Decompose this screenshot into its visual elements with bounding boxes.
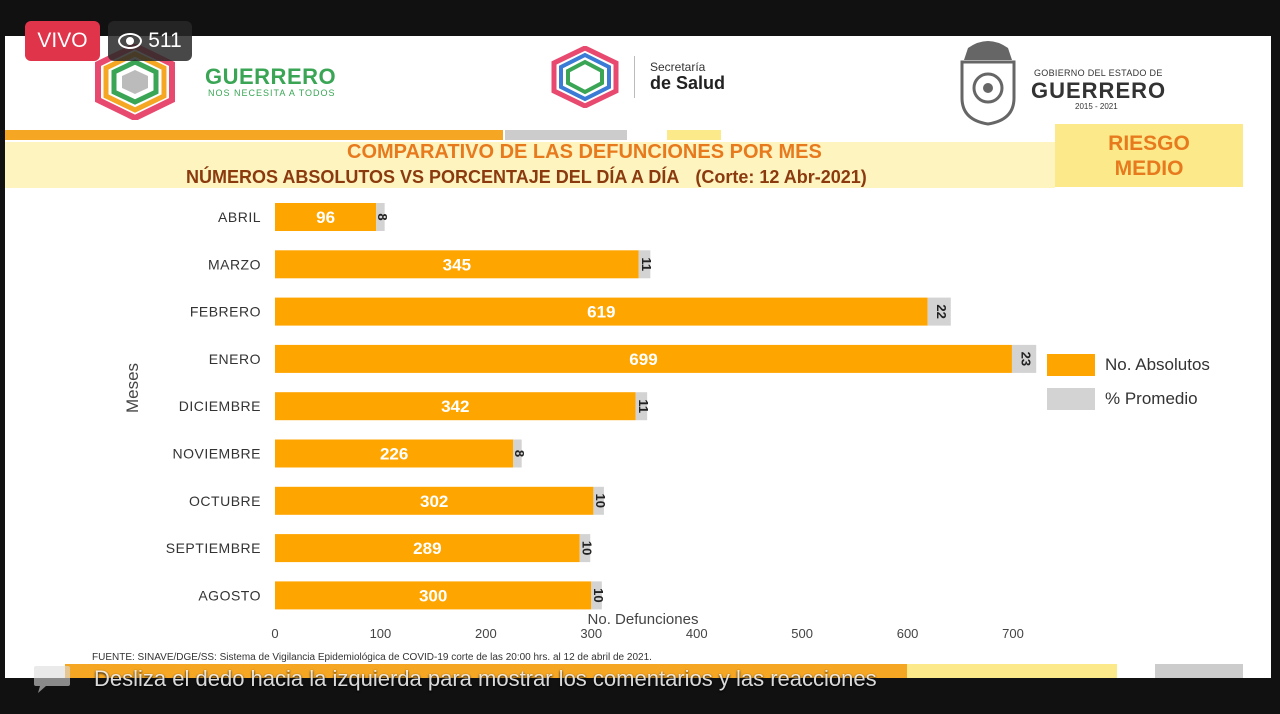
data-label-absolutos-abril: 96: [316, 208, 335, 227]
salud-divider: [634, 56, 635, 98]
bar-absolutos-marzo: [275, 250, 639, 279]
category-label-abril: ABRIL: [218, 209, 261, 225]
live-badge: VIVO: [25, 21, 100, 61]
title-band: [5, 142, 1055, 188]
bar-absolutos-agosto: [275, 581, 592, 610]
data-label-promedio-septiembre: 10: [580, 541, 595, 555]
eye-icon: [118, 33, 143, 49]
chart-subtitle-main: NÚMEROS ABSOLUTOS VS PORCENTAJE DEL DÍA …: [186, 167, 680, 187]
data-label-absolutos-octubre: 302: [420, 492, 448, 511]
risk-line2: MEDIO: [1114, 156, 1184, 180]
category-label-enero: ENERO: [209, 351, 261, 367]
chart-legend: No. Absolutos % Promedio: [1047, 354, 1210, 422]
x-axis-label: No. Defunciones: [588, 611, 699, 628]
y-axis-label: Meses: [123, 363, 142, 413]
secretaria-line2: de Salud: [650, 73, 726, 93]
x-tick-label-200: 200: [475, 626, 497, 641]
data-label-absolutos-marzo: 345: [443, 255, 471, 274]
data-label-promedio-agosto: 10: [591, 588, 606, 602]
bar-absolutos-febrero: [275, 297, 928, 326]
bar-absolutos-septiembre: [275, 534, 580, 563]
comment-hint: Desliza el dedo hacia la izquierda para …: [94, 666, 877, 691]
data-label-promedio-diciembre: 11: [636, 399, 651, 413]
bar-absolutos-diciembre: [275, 392, 636, 421]
category-label-septiembre: SEPTIEMBRE: [166, 540, 261, 556]
risk-line1: RIESGO: [1108, 131, 1190, 155]
data-label-promedio-marzo: 11: [639, 257, 654, 271]
legend-item-absolutos: No. Absolutos: [1047, 354, 1210, 376]
legend-swatch-absolutos: [1047, 354, 1095, 376]
bar-absolutos-abril: [275, 203, 377, 231]
footer-stripe-yellow: [907, 664, 1117, 678]
data-label-promedio-enero: 23: [1019, 352, 1034, 366]
guerrero-logo-text: GUERRERO: [205, 64, 337, 89]
risk-badge: RIESGO MEDIO: [1055, 124, 1243, 187]
data-label-promedio-febrero: 22: [934, 304, 949, 318]
footer-stripe-grey: [1155, 664, 1243, 678]
footer-stripe-orange: [65, 664, 907, 678]
data-label-absolutos-septiembre: 289: [413, 539, 441, 558]
chart-subtitle-note: (Corte: 12 Abr-2021): [695, 167, 867, 187]
category-label-diciembre: DICIEMBRE: [179, 398, 261, 414]
category-label-marzo: MARZO: [208, 256, 261, 272]
x-tick-label-400: 400: [686, 626, 708, 641]
viewer-count: 511: [148, 29, 182, 52]
viewer-count-badge: 511: [108, 21, 192, 61]
bar-promedio-diciembre: [635, 392, 648, 421]
x-tick-label-500: 500: [791, 626, 813, 641]
stream-bottom-bar: [0, 678, 1280, 714]
secretaria-line1: Secretaría: [650, 60, 706, 74]
chart-title: COMPARATIVO DE LAS DEFUNCIONES POR MES: [347, 141, 822, 163]
bar-promedio-octubre: [593, 486, 604, 515]
gobierno-years: 2015 - 2021: [1075, 102, 1118, 111]
guerrero-logo-icon: [95, 44, 175, 120]
legend-item-promedio: % Promedio: [1047, 388, 1210, 410]
bar-promedio-abril: [376, 203, 385, 231]
x-tick-label-600: 600: [897, 626, 919, 641]
header-stripe-yellow: [667, 130, 721, 140]
gobierno-line1: GOBIERNO DEL ESTADO DE: [1034, 68, 1163, 78]
header-stripe-grey: [505, 130, 627, 140]
legend-label-absolutos: No. Absolutos: [1105, 355, 1210, 374]
bar-promedio-noviembre: [513, 439, 522, 468]
chart-subtitle: NÚMEROS ABSOLUTOS VS PORCENTAJE DEL DÍA …: [186, 167, 867, 188]
stream-top-bar: [0, 0, 1280, 36]
x-tick-label-0: 0: [271, 626, 278, 641]
data-label-absolutos-febrero: 619: [587, 303, 615, 322]
bar-promedio-septiembre: [579, 534, 591, 563]
category-label-febrero: FEBRERO: [190, 304, 261, 320]
bar-promedio-marzo: [638, 250, 651, 279]
category-label-noviembre: NOVIEMBRE: [172, 446, 261, 462]
category-label-octubre: OCTUBRE: [189, 493, 261, 509]
data-label-absolutos-noviembre: 226: [380, 445, 408, 464]
data-label-absolutos-diciembre: 342: [441, 397, 469, 416]
comment-bubble-icon[interactable]: [32, 662, 72, 694]
source-note: FUENTE: SINAVE/DGE/SS: Sistema de Vigila…: [92, 652, 652, 663]
bar-absolutos-octubre: [275, 486, 594, 515]
bar-absolutos-noviembre: [275, 439, 514, 468]
data-label-absolutos-agosto: 300: [419, 586, 447, 605]
legend-swatch-promedio: [1047, 388, 1095, 410]
bar-absolutos-enero: [275, 344, 1012, 373]
bar-promedio-agosto: [591, 581, 602, 610]
x-tick-label-300: 300: [580, 626, 602, 641]
category-label-agosto: AGOSTO: [198, 587, 261, 603]
data-label-promedio-abril: 8: [375, 213, 390, 220]
bar-promedio-enero: [1011, 344, 1037, 373]
state-crest-icon: [960, 41, 1016, 126]
data-label-promedio-noviembre: 8: [512, 450, 527, 457]
salud-logo-icon: [551, 46, 619, 108]
bar-promedio-febrero: [927, 297, 951, 326]
data-label-absolutos-enero: 699: [629, 350, 657, 369]
gobierno-line2: GUERRERO: [1031, 78, 1167, 103]
data-label-promedio-octubre: 10: [593, 494, 608, 508]
x-tick-label-700: 700: [1002, 626, 1024, 641]
legend-label-promedio: % Promedio: [1105, 389, 1198, 408]
x-tick-label-100: 100: [370, 626, 392, 641]
guerrero-slogan: NOS NECESITA A TODOS: [208, 88, 336, 98]
header-stripe-orange: [5, 130, 503, 140]
